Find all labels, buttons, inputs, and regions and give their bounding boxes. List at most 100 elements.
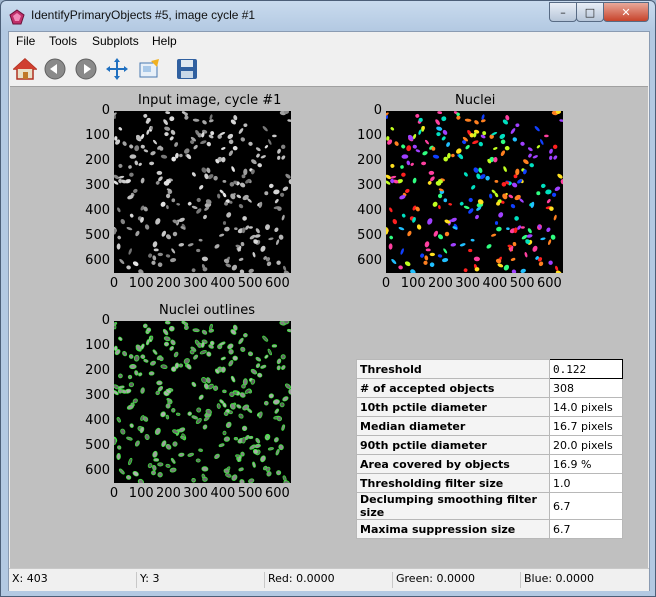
param-row: Threshold 0.122 — [356, 359, 623, 379]
zoom-icon — [139, 59, 159, 78]
param-row: 10th pctile diameter 14.0 pixels — [356, 397, 623, 417]
param-label: # of accepted objects — [356, 378, 550, 398]
home-icon — [13, 57, 37, 80]
app-icon — [9, 9, 25, 25]
outlines-x-tick: 100 — [128, 486, 154, 501]
zoom-button[interactable] — [135, 55, 163, 83]
input-plot-title: Input image, cycle #1 — [138, 93, 282, 108]
window-title: IdentifyPrimaryObjects #5, image cycle #… — [31, 8, 256, 22]
param-value: 14.0 pixels — [549, 397, 623, 417]
outlines-y-tick: 0 — [101, 313, 110, 328]
title-bar[interactable]: IdentifyPrimaryObjects #5, image cycle #… — [1, 1, 655, 31]
nuclei-x-tick: 600 — [536, 276, 562, 291]
param-label: Declumping smoothing filter size — [356, 492, 550, 520]
param-row: Maxima suppression size 6.7 — [356, 519, 623, 539]
param-value: 308 — [549, 378, 623, 398]
nuclei-y-tick: 100 — [357, 127, 382, 143]
status-bar: X: 403 Y: 3 Red: 0.0000 Green: 0.0000 Bl… — [9, 568, 649, 591]
input-y-tick: 400 — [85, 202, 110, 218]
cell-layer — [114, 321, 291, 483]
menu-subplots[interactable]: Subplots — [92, 34, 139, 48]
cell-layer — [114, 111, 291, 273]
nuclei-y-tick: 200 — [357, 152, 382, 168]
pan-icon — [106, 58, 128, 80]
param-value: 20.0 pixels — [549, 435, 623, 455]
figure-canvas[interactable]: Input image, cycle #1 0 100 200 300 400 500 60… — [10, 86, 648, 568]
outlines-y-tick: 100 — [85, 337, 110, 353]
menu-file[interactable]: File — [16, 34, 36, 48]
input-x-tick: 400 — [210, 276, 236, 291]
param-label: Threshold — [356, 359, 550, 379]
param-row: Declumping smoothing filter size 6.7 — [356, 492, 623, 520]
param-label: Median diameter — [356, 416, 550, 436]
param-label: Thresholding filter size — [356, 473, 550, 493]
parameters-table: Threshold 0.122 # of accepted objects 308 10… — [356, 359, 623, 539]
nuclei-x-tick: 400 — [482, 276, 508, 291]
status-x: X: 403 — [9, 572, 137, 588]
param-row: # of accepted objects 308 — [356, 378, 623, 398]
nuclei-x-tick: 100 — [400, 276, 426, 291]
save-button[interactable] — [173, 55, 201, 83]
maximize-icon: □ — [584, 5, 596, 19]
maximize-button[interactable]: □ — [576, 2, 604, 22]
input-y-tick: 600 — [85, 252, 110, 268]
close-icon: ✕ — [621, 5, 631, 19]
param-label: Area covered by objects — [356, 454, 550, 474]
outlines-y-tick: 500 — [85, 437, 110, 453]
param-label: Maxima suppression size — [356, 519, 550, 539]
save-icon — [177, 59, 197, 79]
minimize-button[interactable]: – — [549, 2, 577, 22]
menu-bar: File Tools Subplots Help — [9, 32, 649, 52]
outlines-x-tick: 0 — [109, 486, 119, 501]
outlines-x-tick: 500 — [237, 486, 263, 501]
param-value: 16.7 pixels — [549, 416, 623, 436]
nuclei-x-tick: 0 — [381, 276, 391, 291]
param-value[interactable]: 0.122 — [549, 359, 623, 379]
outlines-x-tick: 200 — [156, 486, 181, 501]
input-image[interactable] — [114, 111, 291, 273]
input-y-tick: 0 — [101, 103, 110, 118]
input-y-tick: 500 — [85, 227, 110, 243]
param-value: 16.9 % — [549, 454, 623, 474]
nuclei-x-tick: 500 — [509, 276, 535, 291]
outlines-image[interactable] — [114, 321, 291, 483]
nuclei-x-tick: 200 — [428, 276, 453, 291]
param-row: Thresholding filter size 1.0 — [356, 473, 623, 493]
outlines-x-tick: 300 — [183, 486, 209, 501]
input-x-tick: 600 — [264, 276, 290, 291]
forward-button[interactable] — [72, 55, 100, 83]
outlines-plot-title: Nuclei outlines — [159, 303, 255, 318]
outlines-y-tick: 600 — [85, 462, 110, 478]
param-row: Area covered by objects 16.9 % — [356, 454, 623, 474]
outlines-y-tick: 200 — [85, 362, 110, 378]
menu-tools[interactable]: Tools — [49, 34, 78, 48]
cell-layer — [386, 111, 563, 273]
input-y-tick: 300 — [85, 177, 110, 193]
input-x-tick: 100 — [128, 276, 154, 291]
nuclei-y-tick: 300 — [357, 177, 382, 193]
nuclei-image[interactable] — [386, 111, 563, 273]
input-x-tick: 500 — [237, 276, 263, 291]
param-label: 10th pctile diameter — [356, 397, 550, 417]
nuclei-y-tick: 600 — [357, 252, 382, 268]
input-x-tick: 0 — [109, 276, 119, 291]
nuclei-plot-title: Nuclei — [455, 93, 496, 108]
param-row: 90th pctile diameter 20.0 pixels — [356, 435, 623, 455]
input-x-tick: 200 — [156, 276, 181, 291]
nuclei-y-tick: 400 — [357, 202, 382, 218]
status-red: Red: 0.0000 — [265, 572, 393, 588]
nuclei-y-tick: 0 — [373, 103, 382, 118]
outlines-x-tick: 400 — [210, 486, 236, 501]
home-button[interactable] — [11, 55, 39, 83]
back-icon — [44, 58, 66, 80]
pan-button[interactable] — [103, 55, 131, 83]
back-button[interactable] — [41, 55, 69, 83]
menu-help[interactable]: Help — [152, 34, 177, 48]
outlines-y-tick: 300 — [85, 387, 110, 403]
minimize-icon: – — [560, 5, 566, 19]
nuclei-y-tick: 500 — [357, 227, 382, 243]
close-button[interactable]: ✕ — [603, 2, 649, 22]
param-value: 6.7 — [549, 492, 623, 520]
param-value: 1.0 — [549, 473, 623, 493]
